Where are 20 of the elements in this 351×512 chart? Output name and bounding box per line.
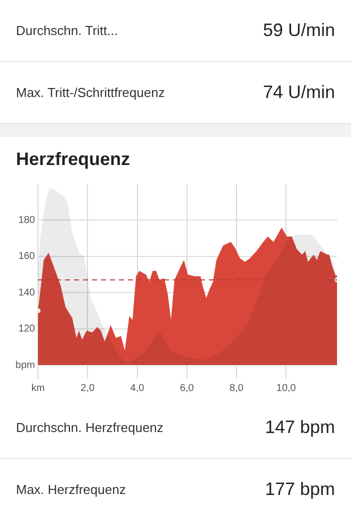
chart-title: Herzfrequenz (15, 148, 132, 171)
x-tick-label: 10,0 (276, 382, 296, 394)
y-tick-label: 160 (18, 251, 36, 262)
y-tick-label: 120 (18, 324, 36, 335)
y-tick-label: bpm (16, 360, 35, 371)
x-tick-label: 4,0 (130, 382, 145, 394)
text: Durchschn. Herzfrequenz (16, 420, 164, 435)
x-tick-label: 8,0 (230, 382, 244, 394)
text: Max. Tritt-/Schrittfrequenz (16, 85, 165, 100)
text: 147 bpm (264, 417, 335, 438)
x-tick-label: 2,0 (80, 382, 96, 394)
y-tick-label: 140 (18, 287, 36, 298)
text: 177 bpm (264, 479, 335, 500)
y-tick-label: 180 (18, 214, 36, 226)
x-tick-label: km (31, 382, 45, 394)
text: 74 U/min (262, 82, 335, 103)
text: Max. Herzfrequenz (16, 482, 126, 497)
text: 59 U/min (262, 20, 335, 41)
text: Durchschn. Tritt... (16, 23, 118, 38)
x-tick-label: 6,0 (180, 382, 194, 394)
